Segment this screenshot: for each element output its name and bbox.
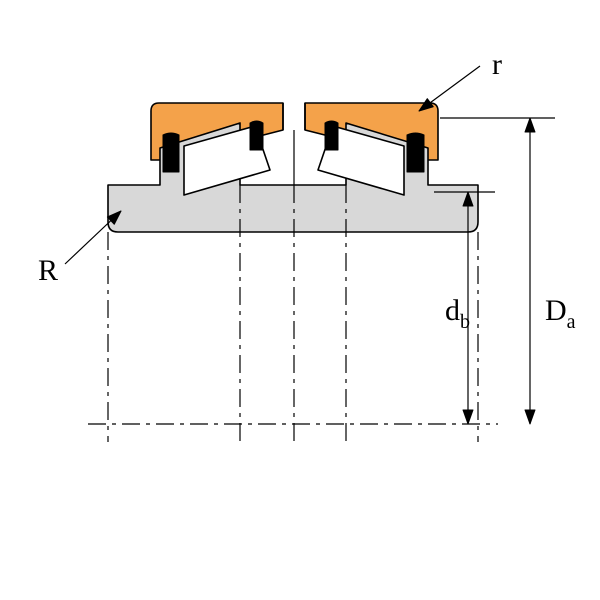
bearing-diagram: db Da r R [0,0,600,600]
label-db: db [445,294,470,333]
label-Da: Da [545,294,576,333]
label-R: R [38,254,58,287]
label-r: r [492,48,502,81]
